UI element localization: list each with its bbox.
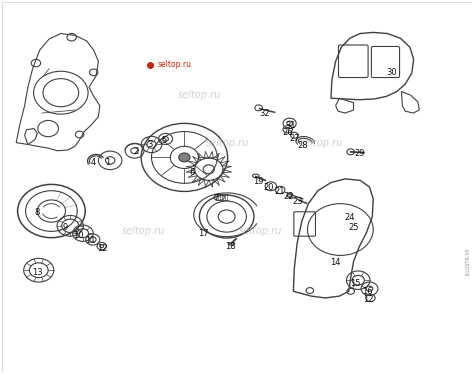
Text: seltop.ru: seltop.ru: [121, 226, 164, 236]
Text: seltop.ru: seltop.ru: [239, 226, 282, 236]
Text: 22: 22: [283, 192, 294, 201]
Text: 7: 7: [213, 194, 219, 203]
Text: 3: 3: [147, 140, 153, 149]
Text: 12: 12: [363, 295, 374, 304]
Text: 25: 25: [348, 223, 359, 232]
Text: seltop.ru: seltop.ru: [206, 138, 249, 148]
Text: 5: 5: [162, 136, 167, 145]
Text: 24: 24: [345, 213, 355, 222]
Text: 2: 2: [133, 147, 138, 156]
Text: 32: 32: [259, 108, 270, 117]
Text: seltop.ru: seltop.ru: [300, 138, 343, 148]
Text: 16: 16: [362, 287, 373, 296]
Text: 20: 20: [264, 183, 274, 192]
Text: 6: 6: [190, 168, 195, 177]
Text: seltop.ru: seltop.ru: [158, 61, 192, 70]
Text: 31: 31: [285, 122, 296, 131]
Text: 10: 10: [73, 231, 84, 240]
Text: 23: 23: [293, 197, 303, 206]
Text: 14: 14: [330, 258, 341, 267]
Text: 27: 27: [289, 134, 300, 143]
Text: 18: 18: [225, 242, 235, 251]
Circle shape: [179, 153, 190, 162]
Text: 26: 26: [283, 128, 293, 137]
Text: 4: 4: [91, 159, 96, 168]
Text: 30: 30: [387, 68, 397, 77]
Text: 15: 15: [350, 279, 361, 288]
Text: ILLUSTR-56: ILLUSTR-56: [466, 247, 471, 275]
Text: 29: 29: [354, 149, 365, 158]
Text: 11: 11: [85, 236, 96, 245]
Text: 28: 28: [298, 141, 308, 150]
Text: 1: 1: [105, 159, 110, 168]
Text: 12: 12: [97, 243, 108, 252]
Text: 8: 8: [35, 208, 40, 217]
Text: 17: 17: [198, 229, 209, 238]
Text: seltop.ru: seltop.ru: [178, 89, 221, 99]
Text: 13: 13: [32, 267, 43, 276]
Text: 9: 9: [63, 223, 68, 232]
Text: 19: 19: [253, 177, 264, 186]
Text: 21: 21: [274, 187, 284, 196]
